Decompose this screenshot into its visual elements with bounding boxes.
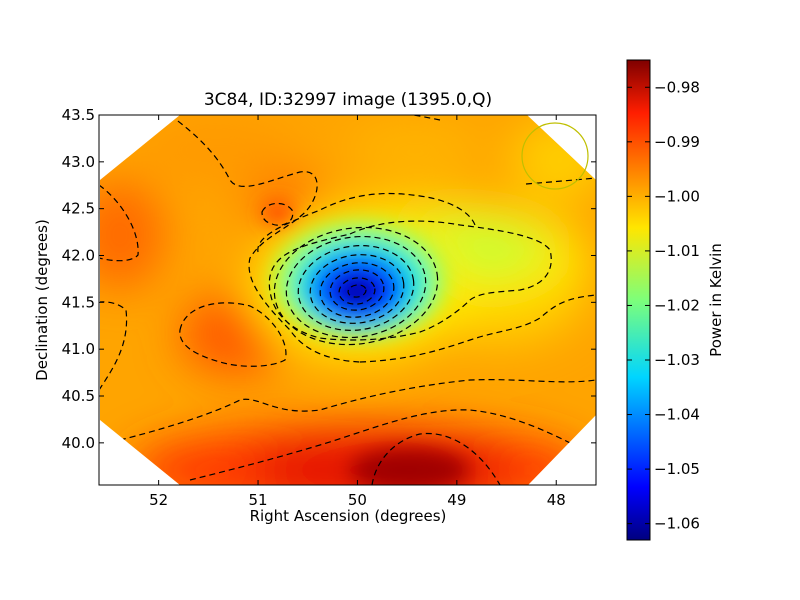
colorbar-tick-label: −1.00 — [654, 187, 700, 205]
beam-circle — [521, 122, 589, 190]
y-tick-labels: 43.5 43.0 42.5 42.0 41.5 41.0 40.5 40.0 — [62, 106, 95, 452]
chart-title: 3C84, ID:32997 image (1395.0,Q) — [204, 90, 492, 110]
colorbar-label: Power in Kelvin — [707, 243, 725, 357]
y-tick-label: 42.0 — [62, 247, 95, 265]
y-tick-label: 43.0 — [62, 153, 95, 171]
colorbar-tick-label: −1.04 — [654, 406, 700, 424]
y-tick-label: 43.5 — [62, 106, 95, 124]
y-tick-label: 41.0 — [62, 340, 95, 358]
y-tick-label: 41.5 — [62, 293, 95, 311]
axis-ticks — [99, 114, 596, 485]
y-axis-label: Declination (degrees) — [33, 219, 51, 381]
colorbar-tick-label: −1.06 — [654, 515, 700, 533]
colorbar — [626, 59, 651, 541]
y-tick-label: 42.5 — [62, 200, 95, 218]
colorbar-tick-labels: −0.98 −0.99 −1.00 −1.01 −1.02 −1.03 −1.04 −1.05… — [654, 78, 700, 532]
colorbar-tick-label: −1.02 — [654, 296, 700, 314]
x-tick-label: 51 — [248, 491, 267, 509]
x-tick-label: 50 — [348, 491, 367, 509]
x-tick-labels: 52 51 50 49 48 — [149, 491, 566, 509]
colorbar-tick-label: −1.03 — [654, 351, 700, 369]
plot-frame — [98, 114, 597, 486]
x-tick-label: 52 — [149, 491, 168, 509]
heatmap-image — [100, 115, 596, 485]
y-tick-label: 40.0 — [62, 434, 95, 452]
x-axis-label: Right Ascension (degrees) — [250, 507, 447, 525]
colorbar-tick-label: −0.99 — [654, 133, 700, 151]
contour-lines — [100, 115, 596, 485]
x-tick-label: 49 — [447, 491, 466, 509]
x-tick-label: 48 — [547, 491, 566, 509]
colorbar-tick-label: −1.05 — [654, 460, 700, 478]
colorbar-tick-label: −1.01 — [654, 242, 700, 260]
y-tick-label: 40.5 — [62, 387, 95, 405]
colorbar-ticks — [627, 86, 650, 525]
colorbar-tick-label: −0.98 — [654, 78, 700, 96]
